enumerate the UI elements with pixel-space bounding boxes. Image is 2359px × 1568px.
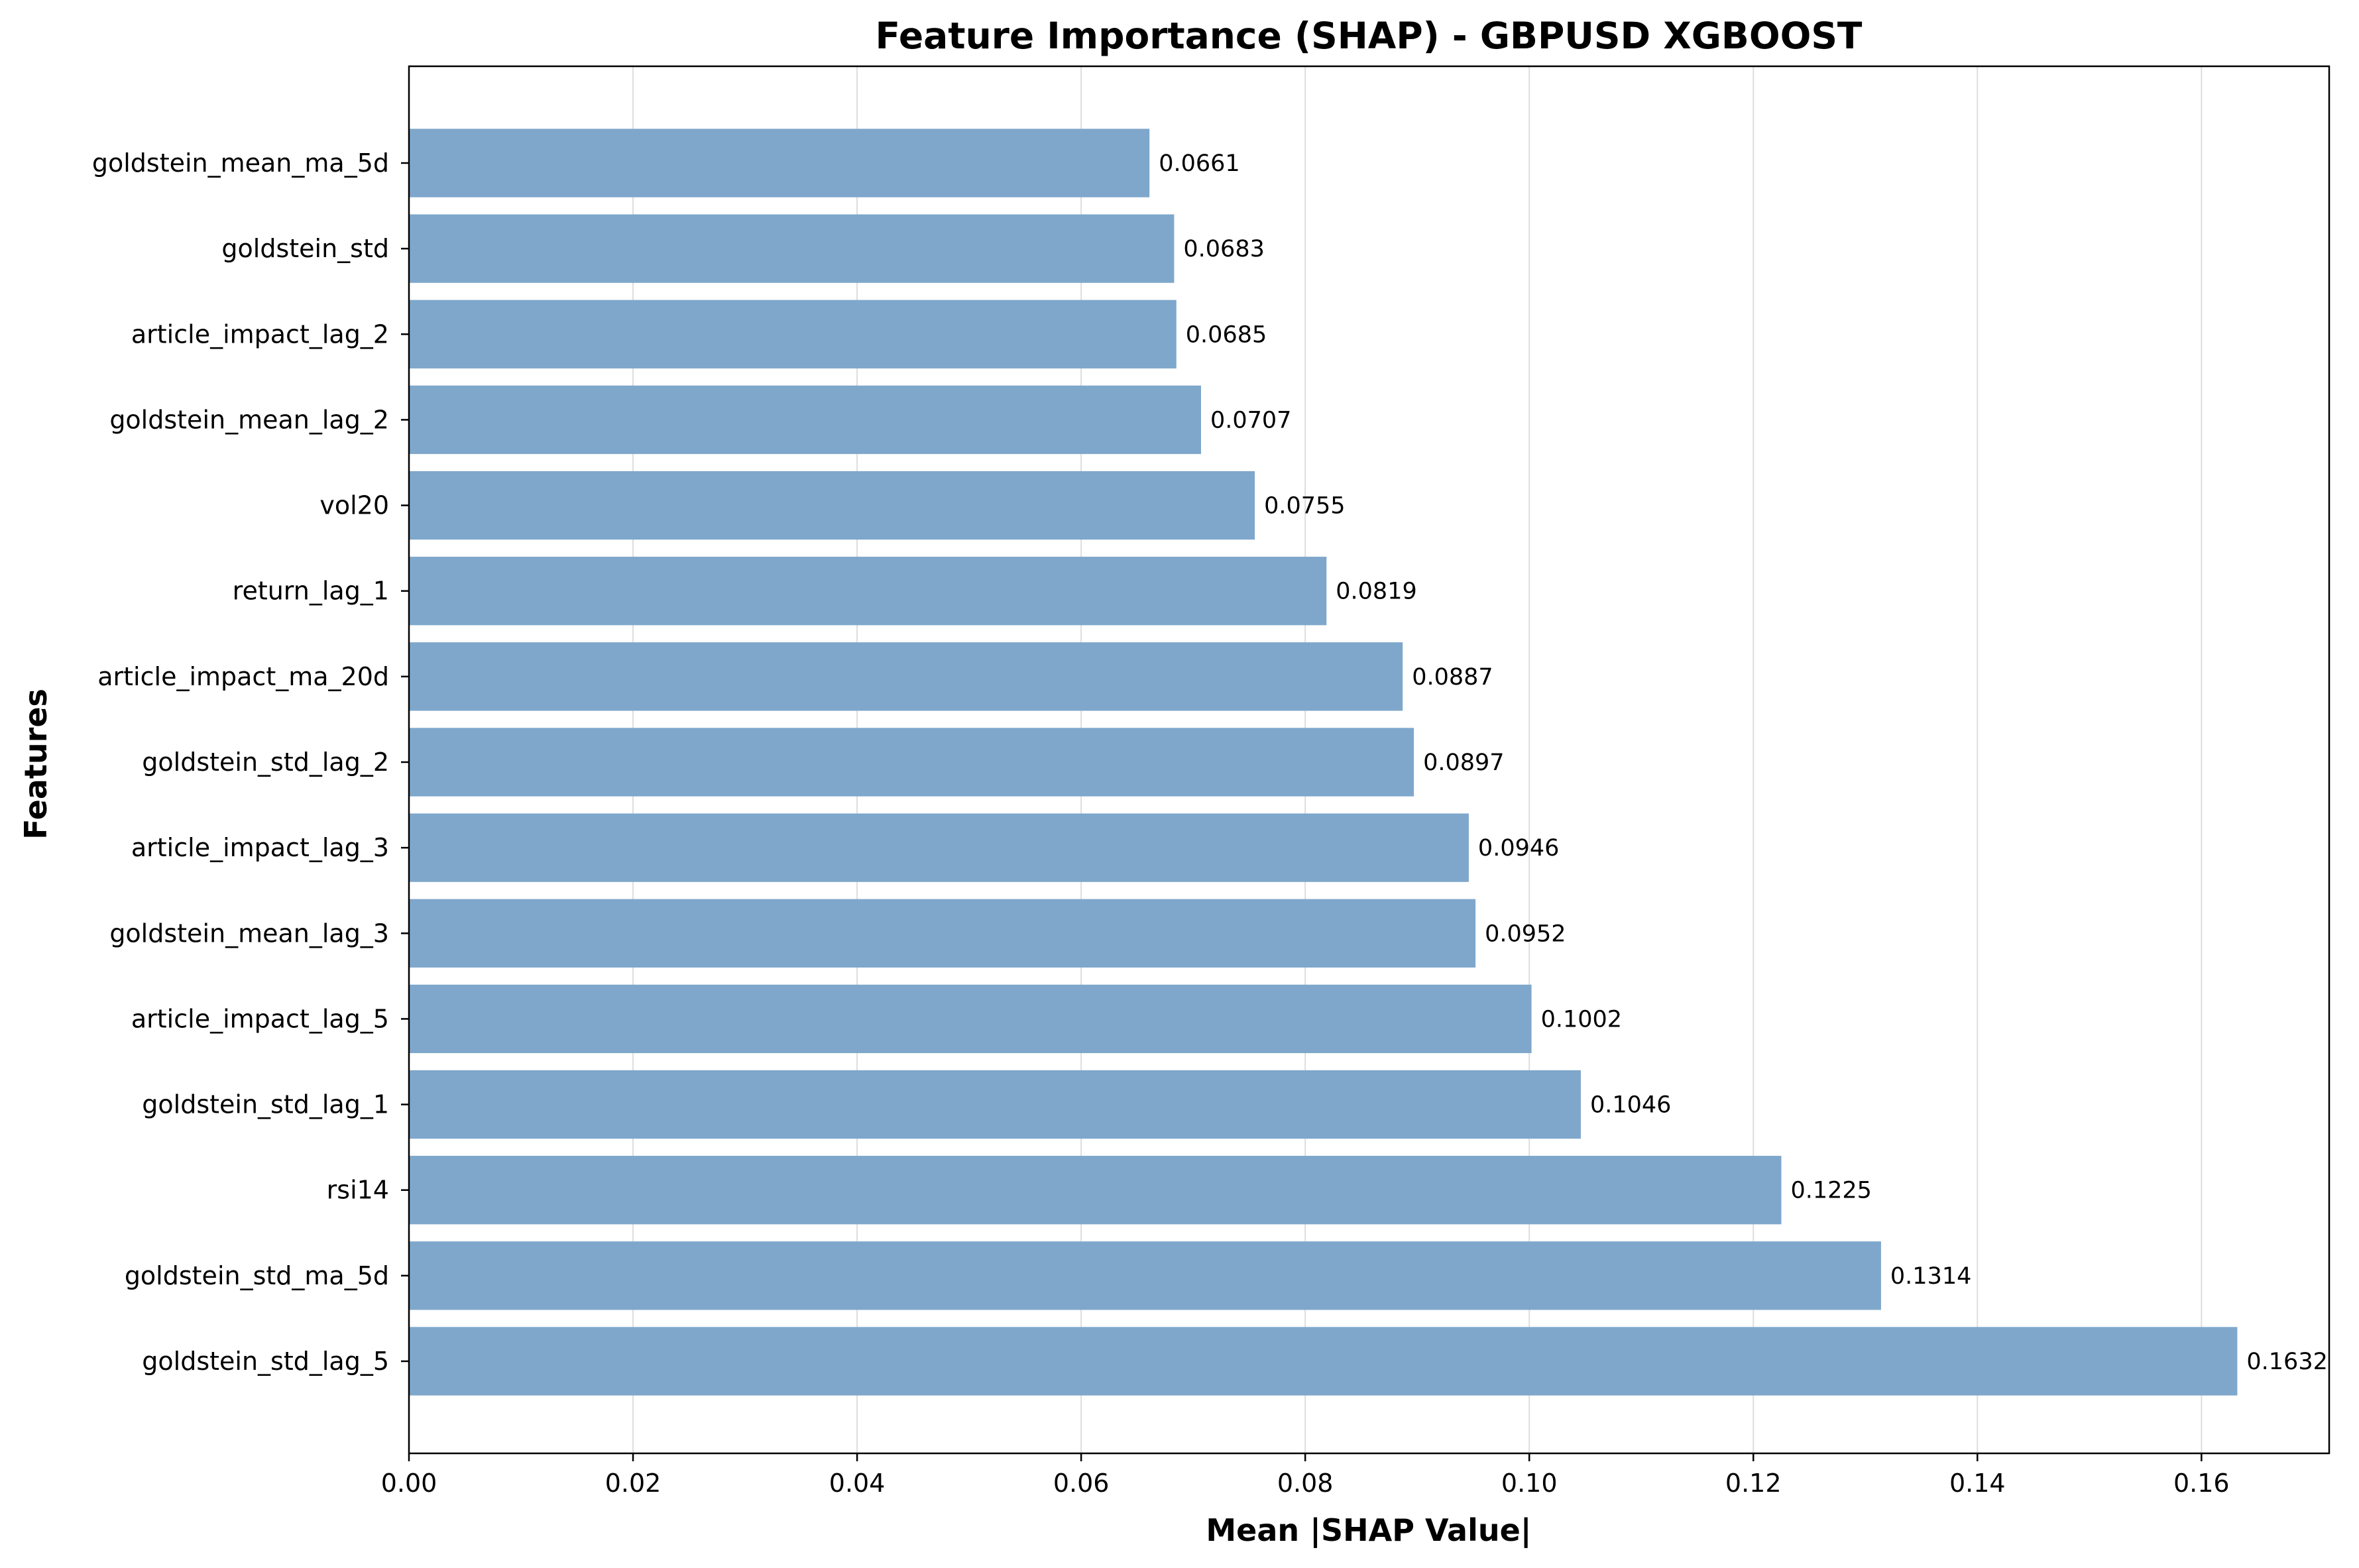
bar — [409, 642, 1403, 711]
bar — [409, 300, 1177, 368]
bar-value-label: 0.0661 — [1159, 150, 1239, 177]
y-tick-label: goldstein_mean_lag_2 — [109, 405, 389, 434]
x-tick-label: 0.14 — [1949, 1469, 2006, 1498]
plot-area-frame — [408, 65, 2330, 1455]
y-axis-title: Features — [18, 689, 54, 840]
x-tick-label: 0.02 — [605, 1469, 662, 1498]
y-tick-label: goldstein_std_lag_5 — [142, 1347, 389, 1376]
bar — [409, 899, 1476, 968]
bar-layer — [409, 129, 2238, 1396]
y-tick-label: article_impact_lag_2 — [131, 319, 389, 349]
y-tick-label: vol20 — [319, 491, 389, 520]
bar-value-label: 0.1225 — [1790, 1178, 1871, 1204]
bar — [409, 728, 1414, 797]
y-tick-label: article_impact_lag_3 — [131, 833, 389, 862]
y-tick-label: goldstein_mean_lag_3 — [109, 919, 389, 948]
y-tick-label: goldstein_mean_ma_5d — [92, 148, 389, 178]
x-tick-layer: 0.00 0.02 0.04 0.06 0.08 0.10 0.12 0.14 0.16 — [381, 1453, 2230, 1498]
chart-title: Feature Importance (SHAP) - GBPUSD XGBOO… — [876, 15, 1863, 57]
x-tick-label: 0.06 — [1053, 1469, 1110, 1498]
bar — [409, 984, 1532, 1054]
bar-value-label: 0.1046 — [1590, 1092, 1671, 1119]
bar — [409, 1327, 2238, 1396]
x-axis-title: Mean |SHAP Value| — [1206, 1512, 1531, 1549]
x-tick-label: 0.16 — [2173, 1469, 2230, 1498]
bar-value-label: 0.0683 — [1183, 236, 1264, 262]
x-tick-label: 0.08 — [1277, 1469, 1334, 1498]
y-tick-label: goldstein_std_ma_5d — [125, 1261, 389, 1290]
y-tick-label: goldstein_std_lag_2 — [142, 748, 389, 777]
bar-value-label: 0.0707 — [1210, 407, 1291, 433]
bar-value-label: 0.1002 — [1541, 1006, 1622, 1033]
data-label-layer: 0.0661 0.0683 0.0685 0.0707 0.0755 0.0819 0.08… — [1159, 150, 2328, 1375]
bar-value-label: 0.0946 — [1478, 835, 1559, 862]
x-tick-label: 0.12 — [1725, 1469, 1782, 1498]
bar — [409, 1070, 1581, 1139]
bar — [409, 557, 1327, 626]
bar — [409, 813, 1469, 882]
bar — [409, 129, 1150, 197]
bar-value-label: 0.0819 — [1336, 579, 1416, 605]
y-tick-label: article_impact_ma_20d — [97, 662, 389, 691]
bar-value-label: 0.0685 — [1186, 321, 1267, 348]
y-tick-layer: goldstein_mean_ma_5d goldstein_stdarticle… — [92, 148, 409, 1376]
bar-value-label: 0.0897 — [1423, 750, 1504, 776]
y-tick-label: rsi14 — [327, 1176, 389, 1205]
y-tick-label: goldstein_std — [221, 234, 389, 263]
bar-value-label: 0.0755 — [1264, 493, 1345, 520]
x-tick-label: 0.10 — [1501, 1469, 1558, 1498]
bar — [409, 471, 1255, 540]
bar-value-label: 0.1632 — [2246, 1349, 2327, 1375]
y-tick-label: return_lag_1 — [233, 577, 389, 606]
bar — [409, 1241, 1881, 1310]
y-tick-label: goldstein_std_lag_1 — [142, 1090, 389, 1119]
bar-value-label: 0.1314 — [1890, 1263, 1971, 1290]
x-tick-label: 0.04 — [829, 1469, 886, 1498]
bar — [409, 214, 1175, 283]
bar-value-label: 0.0887 — [1412, 664, 1493, 691]
bar-value-label: 0.0952 — [1485, 921, 1566, 947]
bar — [409, 1156, 1782, 1225]
x-tick-label: 0.00 — [381, 1469, 437, 1498]
y-tick-label: article_impact_lag_5 — [131, 1004, 389, 1033]
bar — [409, 385, 1201, 455]
